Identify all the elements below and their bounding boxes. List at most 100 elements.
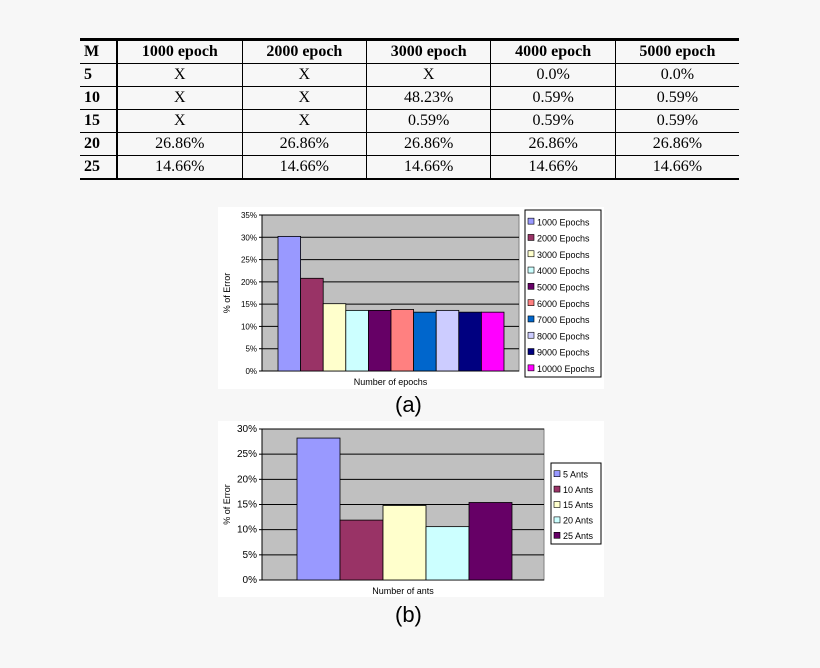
legend-entry: 5 Ants — [563, 469, 589, 479]
bar — [345, 309, 369, 372]
table-header-cell: M — [80, 39, 118, 64]
y-tick-label: 15% — [241, 300, 257, 309]
legend-swatch — [527, 266, 535, 274]
table-header-cell: 4000 epoch — [490, 39, 616, 64]
legend-entry: 1000 Epochs — [537, 217, 590, 227]
caption-a: (a) — [395, 392, 422, 417]
legend-swatch — [527, 234, 535, 241]
table-cell: X — [116, 86, 243, 110]
bar — [458, 311, 482, 372]
table-cell: 0.0% — [490, 63, 616, 87]
table-body: 5 X X X 0.0% 0.0% 10 X X 48.23% 0.59% 0.59% 15 X X 0.59… — [80, 63, 739, 180]
table-cell: X — [366, 63, 491, 87]
table-header-cell: 3000 epoch — [366, 39, 491, 64]
table-cell: X — [116, 63, 243, 87]
y-tick-label: 0% — [245, 367, 257, 376]
bar — [277, 235, 302, 372]
legend-entry: 9000 Epochs — [537, 348, 590, 358]
table-cell: 14.66% — [366, 155, 491, 180]
y-tick-label: 25% — [241, 256, 257, 265]
table-row: 10 X X 48.23% 0.59% 0.59% — [80, 86, 739, 110]
x-axis-label: Number of epochs — [354, 377, 428, 387]
bar — [390, 309, 415, 372]
y-tick-label: 20% — [237, 474, 257, 485]
chart-b-svg: 0% 5% 10% 15% 20% 25% 30% Number of ants % of Er… — [222, 424, 602, 596]
legend-swatch — [527, 315, 535, 323]
bar — [382, 505, 427, 581]
legend-swatch — [553, 516, 561, 524]
row-label-cell: 5 — [80, 63, 118, 87]
chart-a: 0% 5% 10% 15% 20% 25% 30% 35% Number of epochs % … — [218, 207, 604, 389]
legend-entry: 3000 Epochs — [537, 250, 590, 260]
y-tick-label: 10% — [237, 525, 257, 536]
bar — [322, 303, 347, 372]
legend-entry: 10000 Epochs — [537, 364, 595, 374]
x-axis-label: Number of ants — [372, 586, 434, 596]
table-cell: X — [116, 109, 243, 133]
table-cell: 14.66% — [241, 155, 367, 180]
y-tick-label: 30% — [237, 424, 257, 435]
table-cell: 0.59% — [366, 109, 491, 133]
bar — [480, 311, 505, 372]
y-tick-label: 5% — [243, 550, 258, 561]
table-cell: 26.86% — [614, 132, 739, 156]
table-cell: 0.59% — [490, 109, 616, 133]
table-cell: 0.59% — [490, 86, 616, 110]
table-cell: 14.66% — [490, 155, 616, 180]
table-row: 25 14.66% 14.66% 14.66% 14.66% 14.66% — [80, 155, 739, 180]
legend-swatch — [527, 364, 535, 372]
table-cell: 14.66% — [614, 155, 739, 180]
legend-entry: 8000 Epochs — [537, 331, 590, 341]
y-tick-label: 30% — [241, 233, 257, 242]
legend-entry: 25 Ants — [563, 531, 594, 541]
table-cell: 26.86% — [490, 132, 616, 156]
table-row: 20 26.86% 26.86% 26.86% 26.86% 26.86% — [80, 132, 739, 156]
chart-a-svg: 0% 5% 10% 15% 20% 25% 30% 35% Number of epochs % … — [222, 209, 602, 387]
table-header-row: M 1000 epoch 2000 epoch 3000 epoch 4000 … — [80, 39, 739, 64]
table-header-cell: 5000 epoch — [614, 39, 739, 64]
y-tick-label: 25% — [237, 449, 257, 460]
bar — [435, 309, 460, 372]
row-label-cell: 10 — [80, 86, 118, 110]
y-tick-label: 10% — [241, 322, 257, 331]
row-label-cell: 25 — [80, 155, 118, 180]
y-tick-label: 20% — [241, 278, 257, 287]
legend-swatch — [553, 470, 561, 478]
table-header-cell: 1000 epoch — [116, 39, 243, 64]
table-cell: 26.86% — [116, 132, 243, 156]
bar — [339, 519, 384, 581]
legend-entry: 20 Ants — [563, 516, 594, 526]
legend-swatch — [527, 250, 535, 258]
y-tick-label: 35% — [241, 211, 257, 220]
table-header-cell: 2000 epoch — [241, 39, 367, 64]
legend-entry: 2000 Epochs — [537, 234, 590, 244]
table-cell: 48.23% — [366, 86, 491, 110]
bar — [413, 311, 437, 372]
table-row: 15 X X 0.59% 0.59% 0.59% — [80, 109, 739, 133]
legend-entry: 7000 Epochs — [537, 315, 590, 325]
table-cell: X — [241, 109, 367, 133]
legend-entry: 6000 Epochs — [537, 299, 590, 309]
table-cell: 0.59% — [614, 86, 739, 110]
legend-swatch — [553, 501, 561, 508]
legend-swatch — [527, 331, 535, 339]
y-tick-label: 0% — [243, 575, 258, 586]
table-cell: 26.86% — [241, 132, 367, 156]
row-label-cell: 20 — [80, 132, 118, 156]
legend-entry: 10 Ants — [563, 485, 594, 495]
table-cell: X — [241, 86, 367, 110]
bar — [367, 309, 392, 372]
y-axis-label: % of Error — [222, 484, 232, 525]
table-cell: 26.86% — [366, 132, 491, 156]
bar — [468, 502, 513, 581]
legend-swatch — [553, 485, 561, 493]
legend-entry: 4000 Epochs — [537, 266, 590, 276]
legend-swatch — [553, 532, 561, 539]
legend-swatch — [527, 348, 535, 355]
legend-swatch — [527, 283, 535, 290]
bar — [300, 277, 324, 372]
legend-swatch — [527, 299, 535, 306]
legend-swatch — [527, 217, 535, 225]
legend-entry: 15 Ants — [563, 500, 594, 510]
bar — [296, 437, 341, 581]
